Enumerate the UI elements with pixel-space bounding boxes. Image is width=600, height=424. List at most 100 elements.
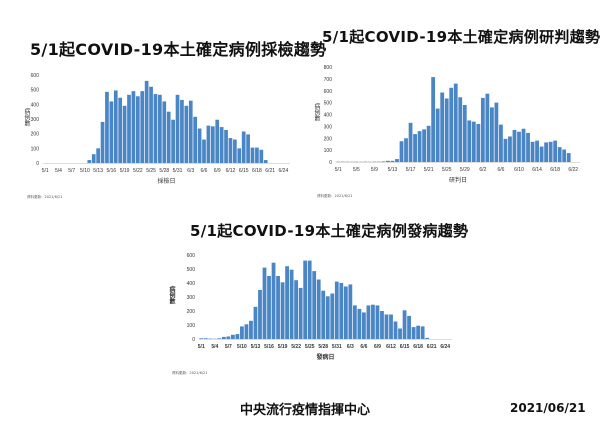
chart2-bar bbox=[444, 98, 449, 162]
chart3-bar bbox=[389, 314, 393, 339]
footer-date: 2021/06/21 bbox=[510, 401, 586, 415]
chart1-bar bbox=[96, 148, 100, 163]
chart3-ylabel: 病例數 bbox=[168, 286, 175, 304]
chart1-bar bbox=[215, 119, 220, 163]
chart3-bar bbox=[420, 326, 425, 339]
chart1-bar bbox=[166, 111, 171, 163]
chart3-bar bbox=[330, 293, 335, 339]
chart3-bar bbox=[289, 269, 294, 339]
chart3-bar bbox=[262, 267, 267, 339]
chart3-bar bbox=[398, 328, 402, 339]
chart1-bar bbox=[87, 160, 92, 163]
chart3-bar bbox=[325, 296, 330, 339]
chart1-title: 5/1起COVID-19本土確定病例採檢趨勢 bbox=[30, 40, 327, 59]
chart1-bar bbox=[184, 105, 189, 163]
chart3-bar bbox=[339, 283, 344, 339]
chart1-bar bbox=[162, 101, 167, 163]
chart2-bar bbox=[512, 129, 517, 162]
chart3-bar bbox=[384, 314, 389, 339]
chart3-xtick-label: 6/24 bbox=[440, 344, 450, 350]
chart1-bar bbox=[206, 125, 211, 163]
chart1-xtick-label: 6/9 bbox=[214, 168, 221, 174]
chart1-xtick-label: 5/7 bbox=[68, 168, 75, 174]
chart1-ytick-label: 300 bbox=[31, 117, 40, 123]
chart3-bar bbox=[203, 338, 208, 339]
footer-agency: 中央流行疫情指揮中心 bbox=[240, 403, 371, 418]
chart3-bar bbox=[226, 336, 231, 339]
chart2-xtick-label: 6/10 bbox=[514, 167, 524, 173]
chart1-ylabel: 病例數 bbox=[23, 108, 30, 126]
chart2-bar bbox=[526, 132, 530, 162]
chart3-ytick-label: 200 bbox=[187, 309, 196, 315]
chart3-ytick-label: 600 bbox=[187, 253, 196, 259]
chart1-xtick-label: 5/19 bbox=[120, 168, 130, 174]
chart3-bar bbox=[362, 312, 366, 339]
chart3-xtick-label: 5/22 bbox=[291, 344, 301, 350]
chart1-bar bbox=[158, 94, 162, 163]
chart3-xtick-label: 5/1 bbox=[198, 344, 205, 350]
chart3-xtick-label: 5/4 bbox=[211, 344, 218, 350]
chart3-xtick-label: 6/18 bbox=[413, 344, 423, 350]
chart3-xtick-label: 6/3 bbox=[347, 344, 354, 350]
chart3-xlabel: 發病日 bbox=[315, 353, 334, 361]
chart1-bar bbox=[113, 90, 118, 163]
chart2-bar bbox=[557, 147, 562, 162]
chart1-bar bbox=[135, 96, 140, 163]
chart1-xtick-label: 6/3 bbox=[187, 168, 194, 174]
chart2-bar bbox=[471, 121, 476, 162]
chart2-xtick-label: 5/21 bbox=[424, 167, 434, 173]
chart2-bar bbox=[417, 131, 422, 162]
chart1-bar bbox=[255, 147, 259, 163]
chart2-xtick-label: 6/18 bbox=[550, 167, 560, 173]
chart2-ytick-label: 100 bbox=[324, 148, 333, 154]
chart3-ytick-label: 0 bbox=[192, 337, 195, 343]
chart3-ytick-label: 100 bbox=[187, 323, 196, 329]
chart2-bar bbox=[426, 125, 431, 162]
chart2-bar bbox=[449, 87, 454, 162]
chart2-bar bbox=[476, 124, 481, 162]
chart2-bar bbox=[422, 129, 427, 162]
chart2-bar bbox=[467, 120, 472, 162]
chart3-bar bbox=[235, 334, 240, 339]
chart1-bar bbox=[233, 139, 237, 163]
chart2-bar bbox=[539, 146, 544, 162]
chart1-bar bbox=[210, 126, 215, 163]
chart3-bar bbox=[285, 266, 289, 339]
chart1-bar bbox=[241, 131, 246, 163]
chart2-bar bbox=[530, 141, 535, 162]
chart2-xtick-label: 6/22 bbox=[568, 167, 578, 173]
chart1-xtick-label: 5/25 bbox=[146, 168, 156, 174]
chart2-ytick-label: 300 bbox=[324, 124, 333, 130]
chart3-xtick-label: 5/16 bbox=[264, 344, 274, 350]
chart1-bar bbox=[263, 160, 268, 163]
chart1-bar bbox=[246, 134, 250, 163]
chart3-bar bbox=[416, 325, 421, 339]
chart1-bar bbox=[171, 119, 175, 163]
chart1-bar bbox=[180, 99, 184, 163]
chart2-xlabel: 研判日 bbox=[449, 176, 467, 184]
chart2-bar bbox=[535, 140, 539, 162]
chart3-bar bbox=[371, 304, 375, 339]
chart1-bar bbox=[237, 148, 242, 163]
chart3-bar bbox=[294, 280, 299, 339]
chart1-xtick-label: 5/31 bbox=[173, 168, 183, 174]
chart1-xtick-label: 6/18 bbox=[252, 168, 262, 174]
chart2-bar bbox=[553, 140, 558, 162]
chart3-bar bbox=[334, 281, 339, 339]
chart3-bar bbox=[307, 260, 312, 339]
chart1-bar bbox=[149, 86, 153, 163]
chart1-bar bbox=[105, 91, 109, 163]
chart2-bar bbox=[386, 160, 390, 162]
chart1-bar bbox=[153, 94, 158, 163]
chart3-bar bbox=[425, 337, 430, 339]
chart2-bar bbox=[544, 142, 549, 162]
chart1-xtick-label: 5/28 bbox=[159, 168, 169, 174]
chart1-xtick-label: 6/6 bbox=[201, 168, 208, 174]
chart2-bar bbox=[508, 136, 512, 162]
chart3-ytick-label: 300 bbox=[187, 295, 196, 301]
chart2-bar bbox=[480, 97, 485, 162]
chart3-bar bbox=[393, 321, 398, 339]
chart1-bar bbox=[202, 139, 206, 163]
chart3-xtick-label: 5/13 bbox=[251, 344, 261, 350]
chart2-bar bbox=[517, 131, 521, 162]
